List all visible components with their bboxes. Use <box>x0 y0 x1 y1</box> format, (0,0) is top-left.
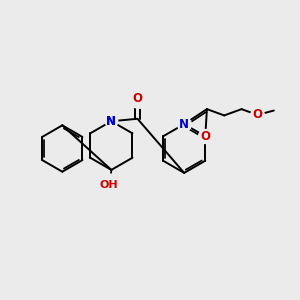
Text: N: N <box>106 115 116 128</box>
Text: OH: OH <box>100 180 118 190</box>
Text: O: O <box>253 108 262 122</box>
Text: O: O <box>133 92 142 105</box>
Text: N: N <box>106 115 116 128</box>
Text: N: N <box>179 118 189 130</box>
Text: O: O <box>200 130 210 143</box>
